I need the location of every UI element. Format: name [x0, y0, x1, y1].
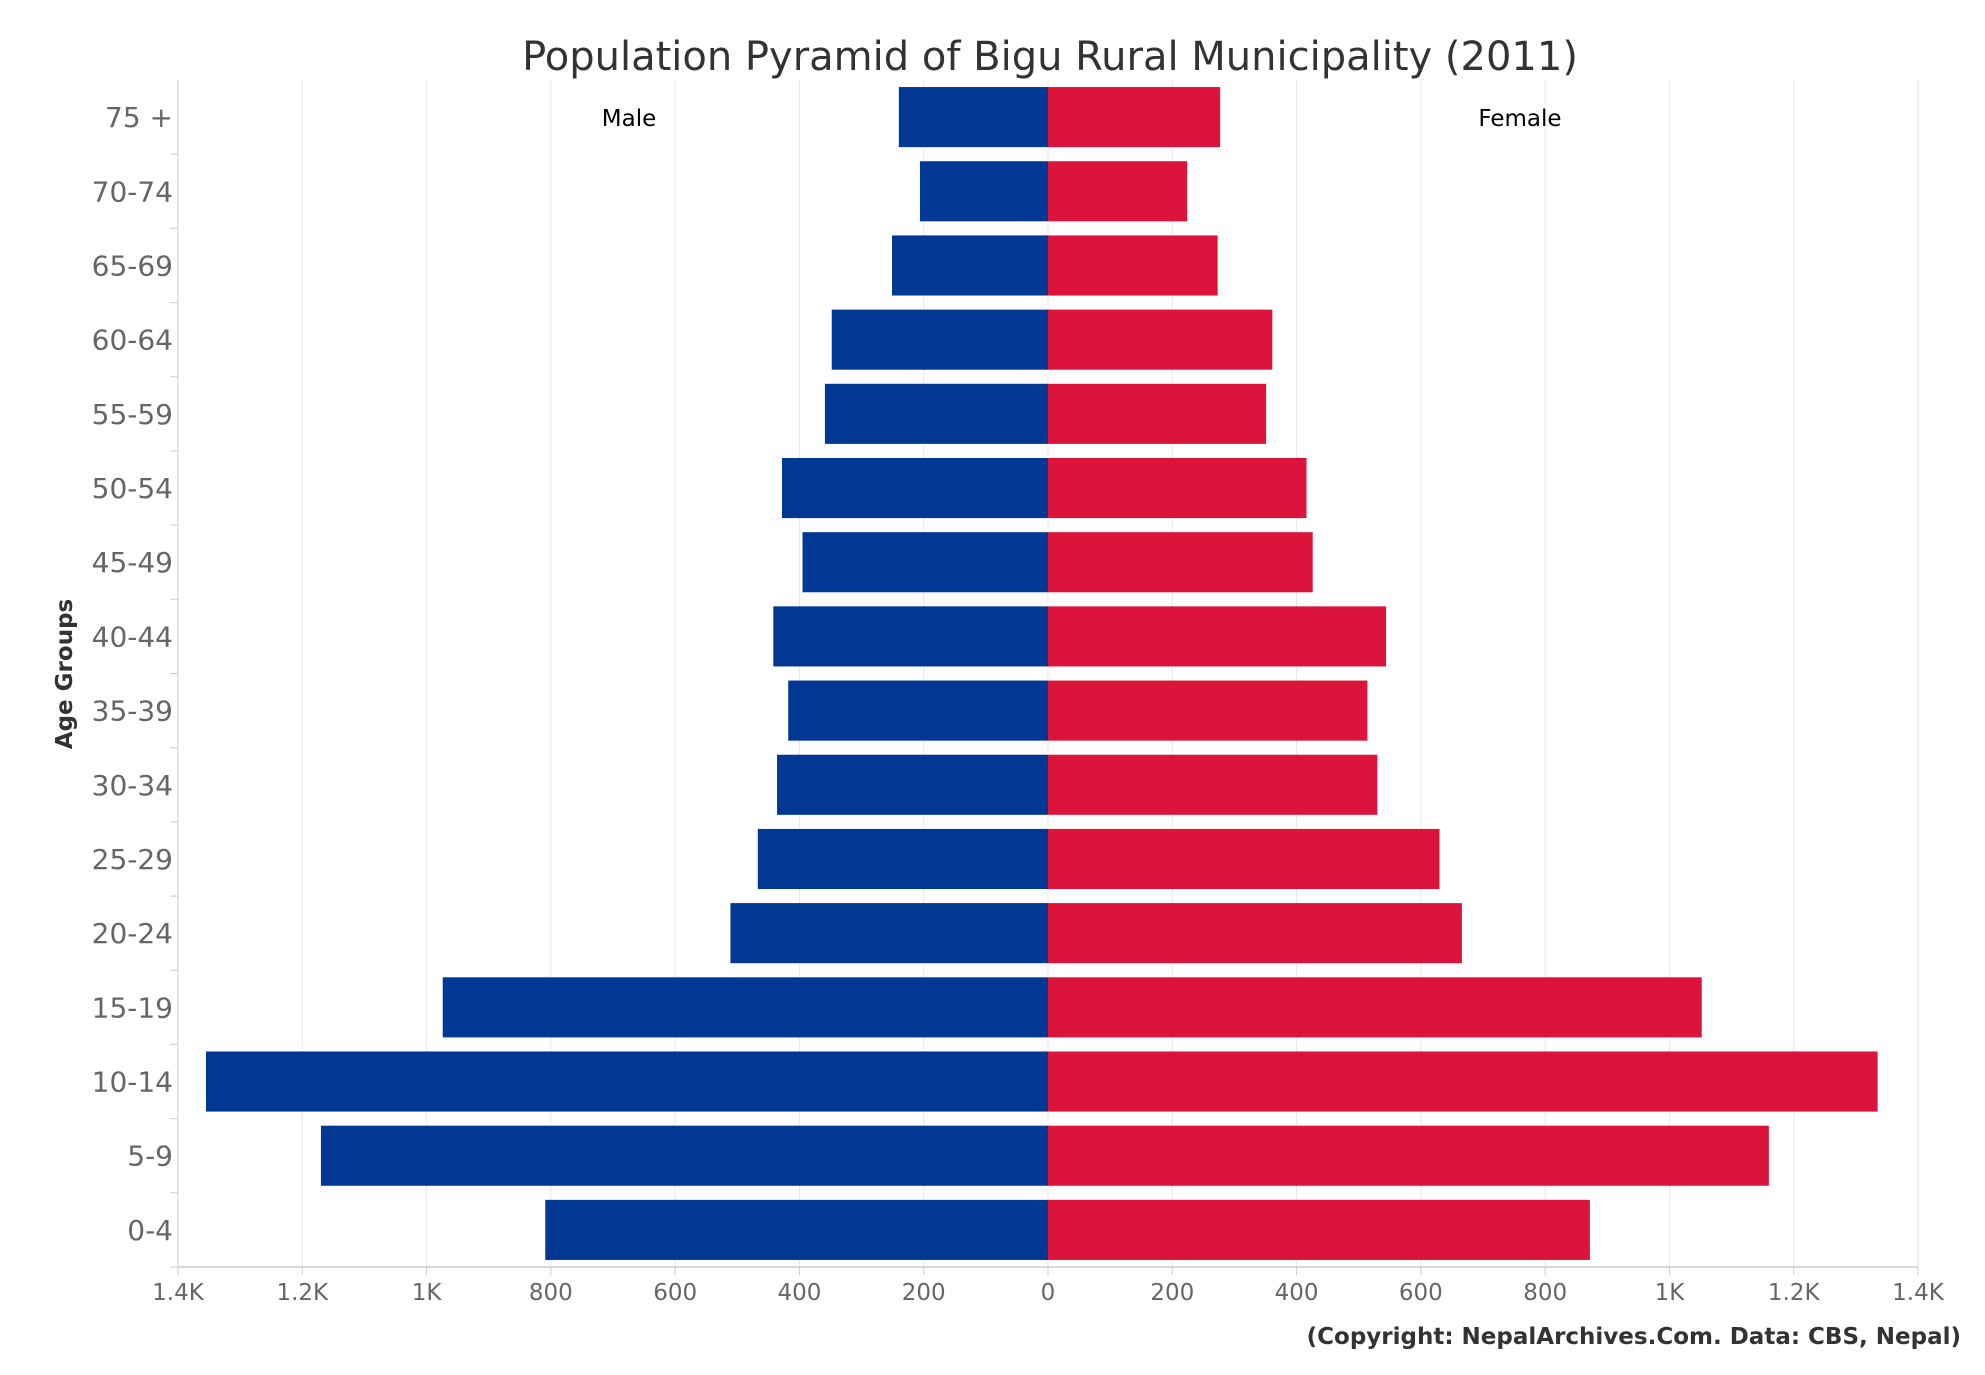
bar-male-70-74	[919, 161, 1048, 222]
x-tick-label: 400	[1275, 1280, 1319, 1306]
bar-female-60-64	[1048, 309, 1273, 370]
bar-male-10-14	[205, 1051, 1048, 1112]
y-tick-label: 35-39	[92, 695, 173, 728]
credit-text: (Copyright: NepalArchives.Com. Data: CBS…	[1307, 1324, 1961, 1350]
x-tick-label: 200	[902, 1280, 946, 1306]
bar-male-40-44	[773, 606, 1048, 667]
x-tick-label: 800	[1523, 1280, 1567, 1306]
x-tick-label: 1K	[1655, 1280, 1686, 1306]
bar-female-25-29	[1048, 828, 1440, 890]
bar-male-25-29	[757, 828, 1048, 890]
bar-male-5-9	[320, 1125, 1048, 1186]
axes: 1.4K 1.2K 1K 800 600 400 200 0 200 400 600 800 1K 1.2…	[92, 80, 1945, 1306]
y-tick-label: 60-64	[92, 324, 173, 357]
y-tick-label: 75 +	[105, 101, 173, 134]
y-tick-label: 30-34	[92, 769, 173, 802]
bar-male-45-49	[802, 532, 1048, 593]
bar-female-20-24	[1048, 903, 1462, 964]
chart-title: Population Pyramid of Bigu Rural Municip…	[522, 34, 1578, 80]
bar-female-45-49	[1048, 532, 1313, 593]
bar-male-75	[898, 87, 1048, 148]
x-tick-label: 1.2K	[1768, 1280, 1821, 1306]
bar-male-15-19	[442, 977, 1048, 1038]
bar-female-35-39	[1048, 680, 1368, 741]
bar-female-30-34	[1048, 754, 1378, 815]
bar-female-15-19	[1048, 977, 1702, 1038]
y-tick-label: 15-19	[92, 991, 173, 1024]
bar-male-65-69	[892, 235, 1048, 296]
y-tick-label: 10-14	[92, 1066, 173, 1099]
bar-male-55-59	[824, 383, 1048, 444]
bar-male-50-54	[782, 457, 1048, 519]
bar-female-50-54	[1048, 457, 1307, 519]
bar-female-55-59	[1048, 383, 1267, 444]
y-tick-label: 25-29	[92, 843, 173, 876]
bar-female-75	[1048, 87, 1221, 148]
y-tick-label: 55-59	[92, 398, 173, 431]
legend-male-label: Male	[602, 106, 656, 132]
bar-female-10-14	[1048, 1051, 1878, 1112]
x-tick-label: 0	[1041, 1280, 1056, 1306]
y-tick-label: 45-49	[92, 546, 173, 579]
y-tick-label: 40-44	[92, 620, 173, 653]
x-tick-label: 1.4K	[1892, 1280, 1945, 1306]
y-tick-label: 0-4	[127, 1214, 173, 1247]
x-tick-label: 400	[777, 1280, 821, 1306]
x-tick-label: 600	[653, 1280, 697, 1306]
bar-female-40-44	[1048, 606, 1387, 667]
bar-male-60-64	[831, 309, 1048, 370]
x-tick-label: 600	[1399, 1280, 1443, 1306]
x-tick-label: 800	[529, 1280, 573, 1306]
y-tick-label: 50-54	[92, 472, 173, 505]
y-tick-label: 20-24	[92, 917, 173, 950]
x-tick-label: 1.2K	[276, 1280, 329, 1306]
y-tick-label: 5-9	[127, 1140, 173, 1173]
bar-male-30-34	[777, 754, 1048, 815]
bar-male-20-24	[730, 903, 1048, 964]
x-tick-label: 1K	[412, 1280, 443, 1306]
bars	[205, 87, 1878, 1260]
y-tick-label: 65-69	[92, 249, 173, 282]
bar-female-65-69	[1048, 235, 1218, 296]
bar-male-0-4	[545, 1199, 1048, 1260]
bar-female-70-74	[1048, 161, 1188, 222]
y-axis-title: Age Groups	[52, 599, 78, 749]
x-tick-label: 1.4K	[152, 1280, 205, 1306]
bar-female-5-9	[1048, 1125, 1769, 1186]
bar-female-0-4	[1048, 1199, 1590, 1260]
bar-male-35-39	[788, 680, 1048, 741]
y-tick-label: 70-74	[92, 175, 173, 208]
legend-female-label: Female	[1478, 106, 1561, 132]
x-tick-label: 200	[1150, 1280, 1194, 1306]
